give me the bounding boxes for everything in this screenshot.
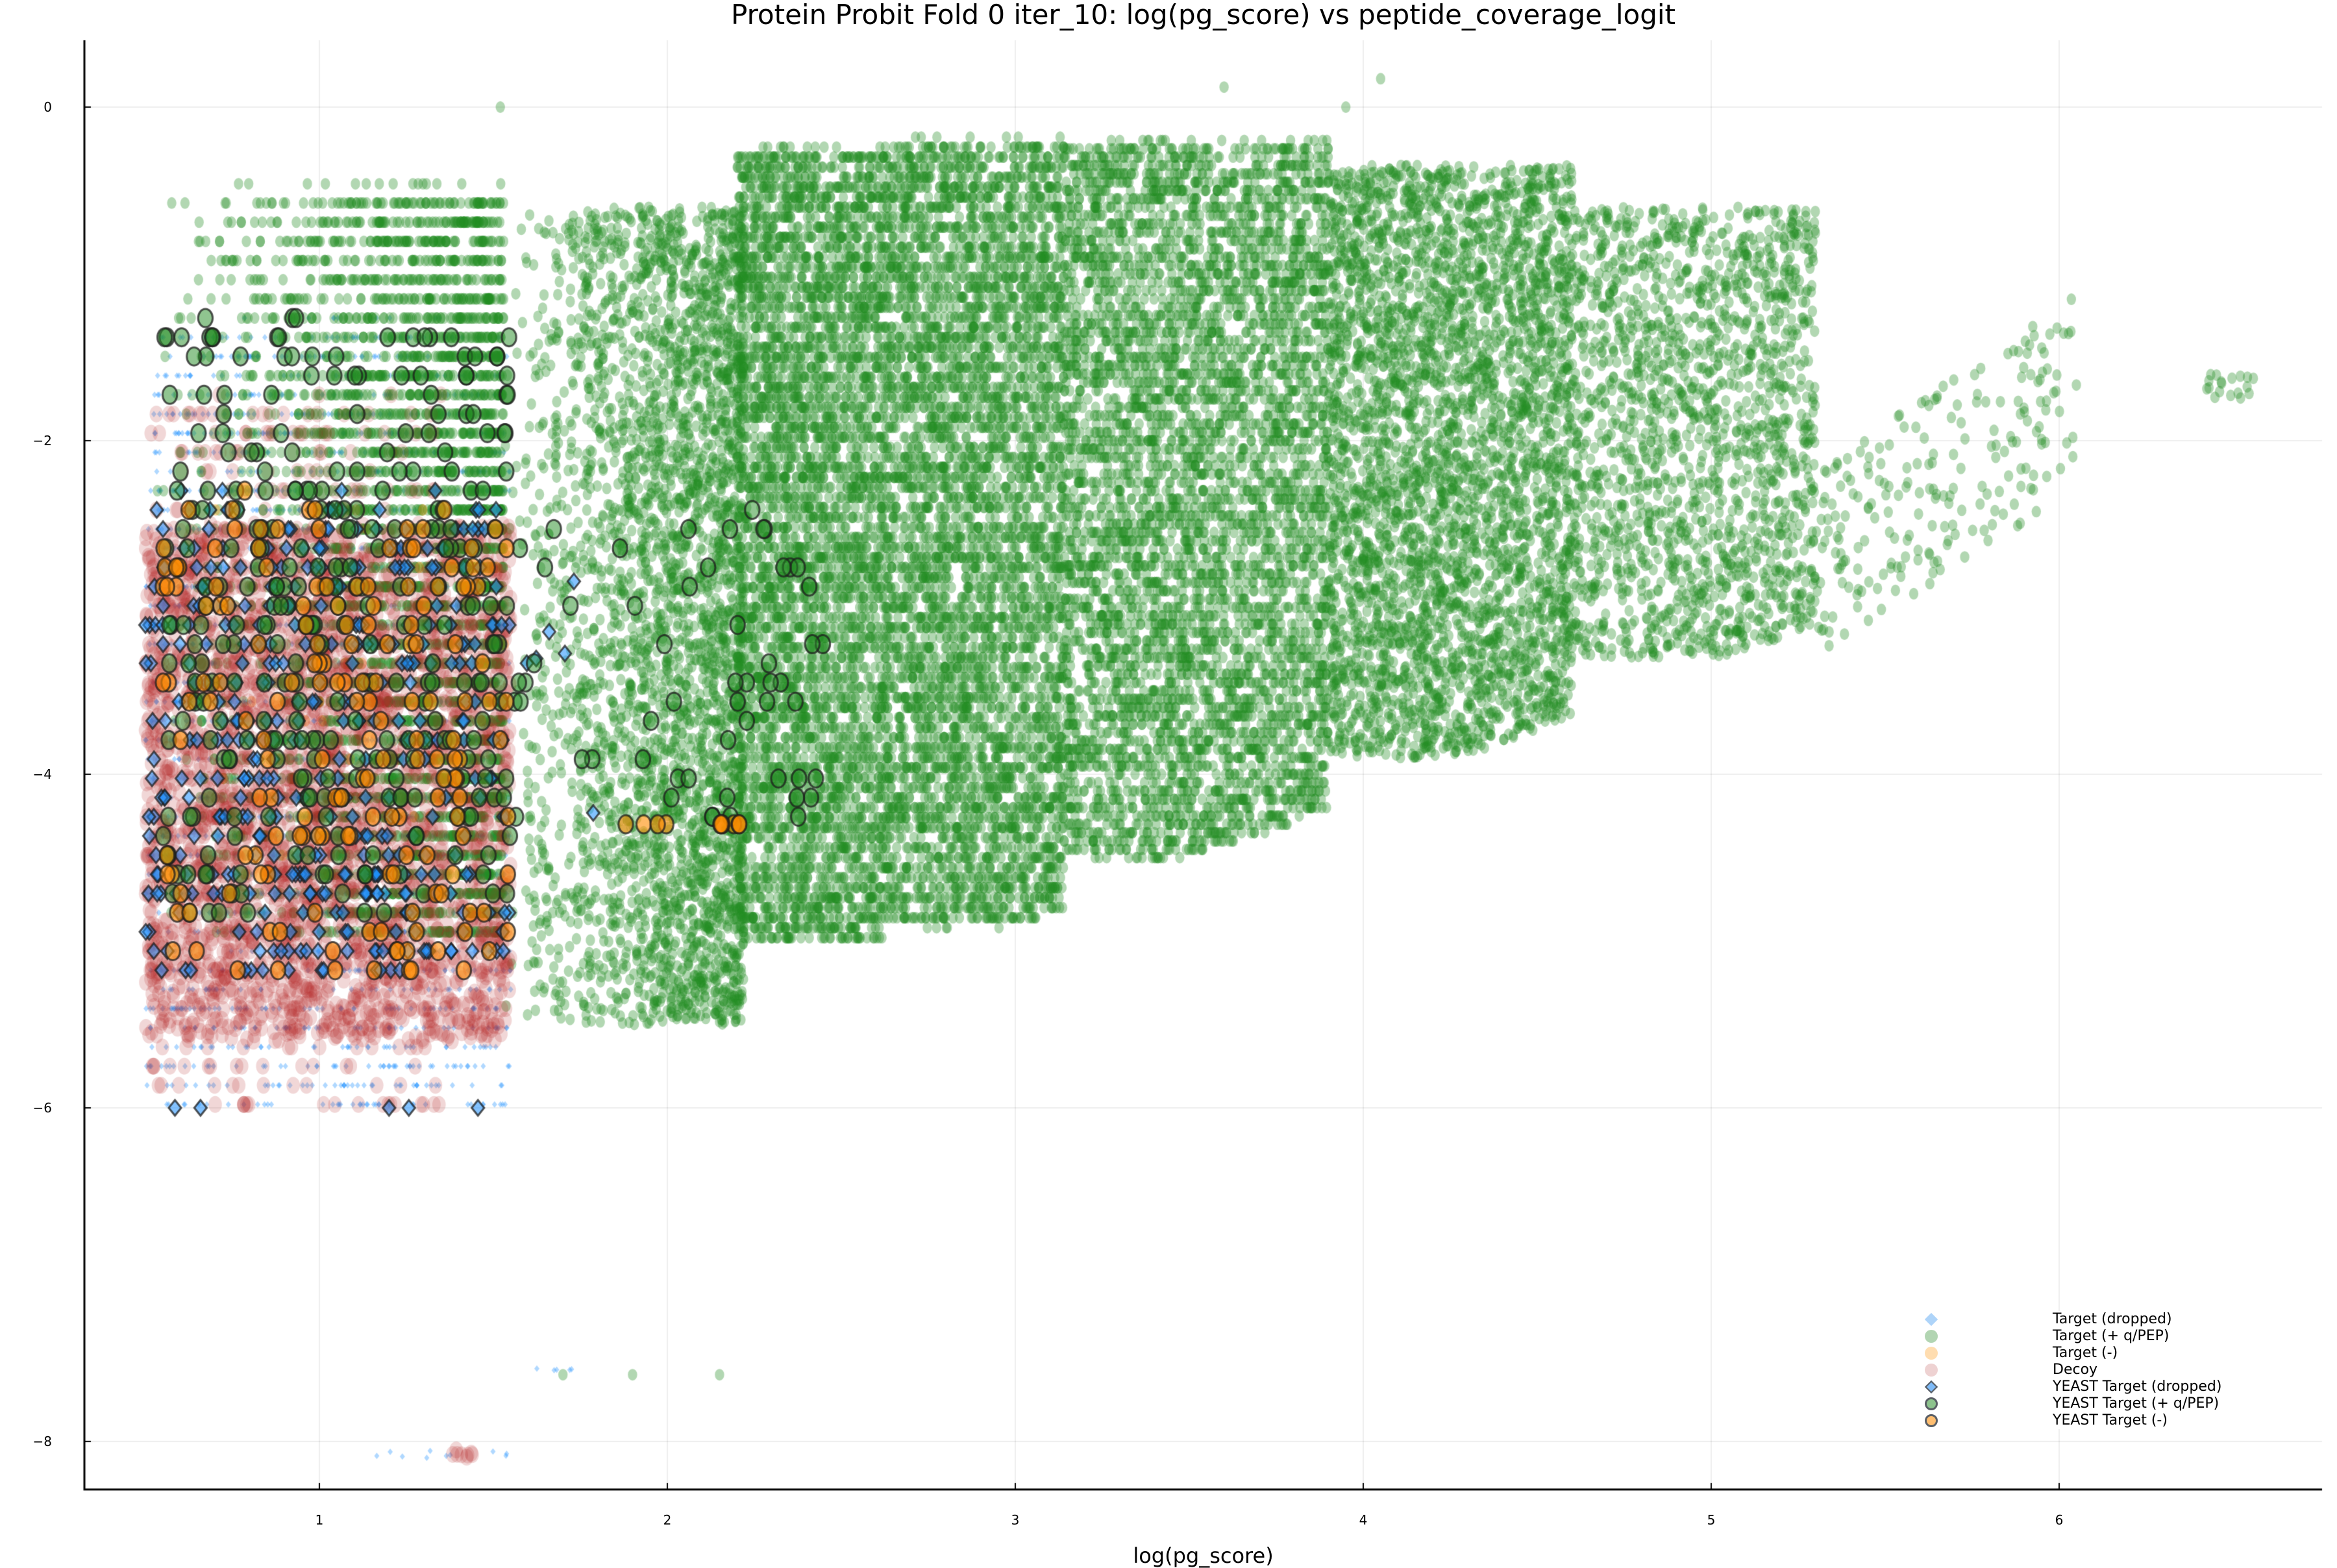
legend-label: Target (+ q/PEP) — [2053, 1328, 2170, 1344]
y-tick-label: −4 — [32, 766, 52, 782]
legend-item-decoy: Decoy — [1853, 1362, 2269, 1378]
circle-marker-icon — [1925, 1414, 1938, 1427]
legend-item-target-dropped: Target (dropped) — [1853, 1311, 2269, 1328]
y-tick-label: −6 — [32, 1100, 52, 1116]
legend-label: Target (dropped) — [2053, 1311, 2172, 1327]
circle-marker-icon — [1925, 1347, 1938, 1360]
circle-marker-icon — [1925, 1330, 1938, 1343]
legend-item-yeast-minus: YEAST Target (-) — [1853, 1412, 2269, 1429]
x-tick-label: 2 — [663, 1512, 672, 1528]
legend-label: YEAST Target (-) — [2053, 1412, 2168, 1428]
legend-item-target-qpep: Target (+ q/PEP) — [1853, 1328, 2269, 1345]
y-tick-label: 0 — [43, 99, 52, 115]
legend-label: YEAST Target (+ q/PEP) — [2053, 1395, 2220, 1412]
legend-item-target-minus: Target (-) — [1853, 1345, 2269, 1362]
legend-item-yeast-dropped: YEAST Target (dropped) — [1853, 1378, 2269, 1395]
x-tick-label: 1 — [315, 1512, 324, 1528]
y-tick-label: −8 — [32, 1434, 52, 1449]
x-tick-label: 6 — [2055, 1512, 2064, 1528]
y-tick-label: −2 — [32, 433, 52, 448]
diamond-marker-icon — [1924, 1380, 1938, 1394]
diamond-marker-icon — [1924, 1312, 1938, 1327]
x-axis-label: log(pg_score) — [1133, 1543, 1274, 1568]
x-tick-label: 5 — [1707, 1512, 1716, 1528]
chart-title: Protein Probit Fold 0 iter_10: log(pg_sc… — [730, 0, 1675, 31]
x-tick-label: 4 — [1359, 1512, 1368, 1528]
legend-item-yeast-qpep: YEAST Target (+ q/PEP) — [1853, 1395, 2269, 1412]
legend-label: Target (-) — [2053, 1345, 2118, 1361]
x-tick-label: 3 — [1011, 1512, 1020, 1528]
legend-label: YEAST Target (dropped) — [2053, 1378, 2222, 1395]
legend: Target (dropped) Target (+ q/PEP) Target… — [1853, 1311, 2269, 1429]
circle-marker-icon — [1925, 1364, 1938, 1377]
circle-marker-icon — [1925, 1397, 1938, 1410]
legend-label: Decoy — [2053, 1362, 2098, 1378]
